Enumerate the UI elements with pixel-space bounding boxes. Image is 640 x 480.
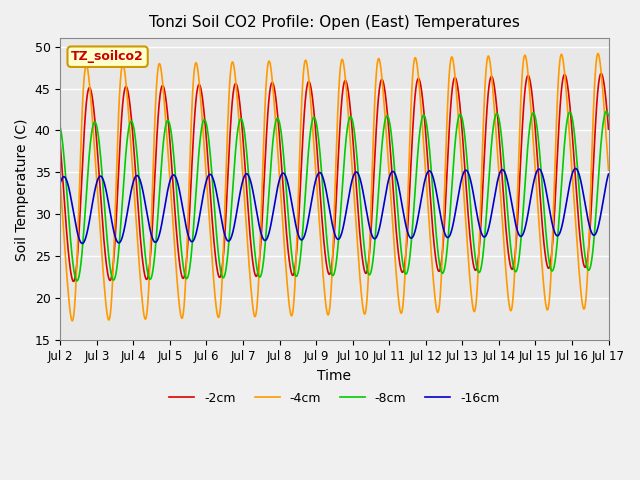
Text: TZ_soilco2: TZ_soilco2 [71,50,144,63]
-4cm [68,318,76,324]
-8cm [56,125,64,131]
Line: -4cm: -4cm [60,53,609,321]
-16cm [56,180,64,186]
Title: Tonzi Soil CO2 Profile: Open (East) Temperatures: Tonzi Soil CO2 Profile: Open (East) Temp… [149,15,520,30]
-4cm [605,167,612,173]
-2cm [413,79,420,84]
-2cm [156,93,164,99]
-4cm [508,308,515,313]
-8cm [266,177,274,182]
-8cm [385,118,393,123]
-2cm [466,228,474,233]
-2cm [508,265,515,271]
Legend: -2cm, -4cm, -8cm, -16cm: -2cm, -4cm, -8cm, -16cm [164,387,504,410]
-4cm [594,50,602,56]
Y-axis label: Soil Temperature (C): Soil Temperature (C) [15,118,29,261]
-16cm [572,166,579,171]
-8cm [73,278,81,284]
-4cm [56,180,64,186]
-8cm [603,108,611,114]
-8cm [466,188,474,194]
Line: -8cm: -8cm [60,111,609,281]
-8cm [508,248,515,254]
-4cm [156,61,164,67]
-2cm [266,88,274,94]
-16cm [508,197,515,203]
-16cm [385,175,393,180]
-2cm [56,142,64,147]
-4cm [413,61,420,67]
-16cm [413,220,420,226]
-8cm [605,113,612,119]
-2cm [385,132,393,138]
X-axis label: Time: Time [317,369,351,383]
-2cm [605,126,612,132]
-16cm [466,173,474,179]
-4cm [385,172,393,178]
Line: -16cm: -16cm [60,168,609,243]
-8cm [156,182,164,188]
-2cm [597,71,605,76]
Line: -2cm: -2cm [60,73,609,281]
-16cm [266,227,274,232]
-2cm [70,278,77,284]
-4cm [266,60,274,65]
-16cm [156,229,164,235]
-8cm [413,161,420,167]
-16cm [605,171,612,177]
-4cm [466,271,474,276]
-16cm [78,240,86,246]
